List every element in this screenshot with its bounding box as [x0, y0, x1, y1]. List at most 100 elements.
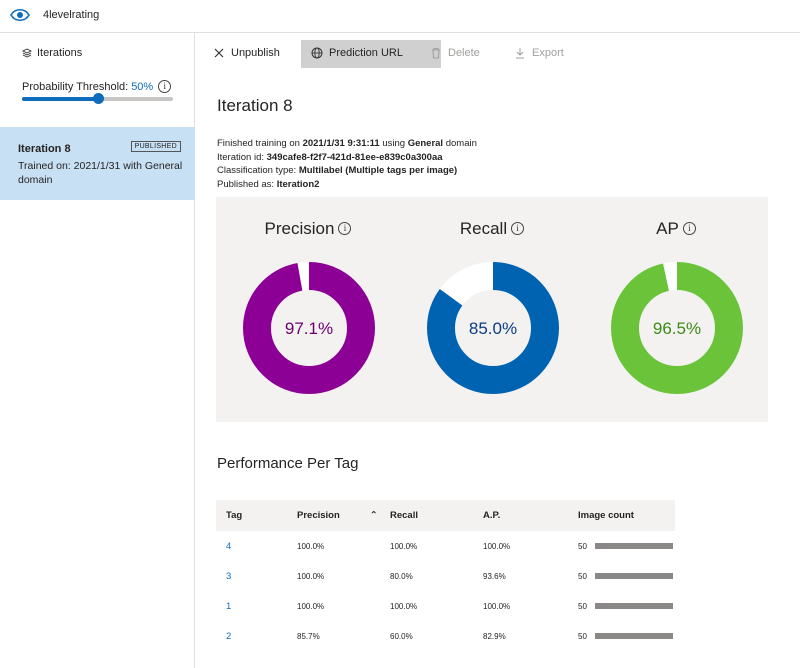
prediction-url-label: Prediction URL	[329, 47, 403, 59]
table-row: 1 100.0% 100.0% 100.0% 50	[216, 591, 675, 621]
close-icon	[214, 48, 224, 58]
unpublish-button[interactable]: Unpublish	[213, 47, 280, 59]
donut-value: 96.5%	[653, 319, 701, 338]
iteration-description: Trained on: 2021/1/31 with General domai…	[18, 160, 183, 186]
threshold-label-row: Probability Threshold: 50% i	[22, 80, 172, 93]
performance-title: Performance Per Tag	[217, 455, 359, 472]
performance-table: Tag Precision ⌃ Recall A.P. Image count 4…	[216, 500, 675, 651]
slider-fill	[22, 97, 98, 101]
classification-line: Classification type: Multilabel (Multipl…	[217, 164, 477, 178]
finished-line: Finished training on 2021/1/31 9:31:11 u…	[217, 137, 477, 151]
table-header-row: Tag Precision ⌃ Recall A.P. Image count	[216, 500, 675, 531]
delete-label: Delete	[448, 47, 480, 59]
tag-cell[interactable]: 2	[226, 630, 232, 642]
image-count-cell: 50	[568, 531, 675, 561]
metric-title: AP i	[584, 219, 768, 239]
tag-cell[interactable]: 1	[226, 600, 232, 612]
finished-suffix: domain	[443, 138, 477, 149]
image-count-cell: 50	[568, 591, 675, 621]
image-count-bar	[594, 633, 673, 640]
header-precision[interactable]: Precision ⌃	[287, 500, 380, 531]
metric-title-text: AP	[656, 219, 679, 238]
slider-thumb[interactable]	[92, 93, 104, 104]
precision-cell: 100.0%	[297, 601, 325, 611]
donut-value: 97.1%	[285, 319, 333, 338]
iteration-id-line: Iteration id: 349cafe8-f2f7-421d-81ee-e8…	[217, 151, 477, 165]
metric-title: Recall i	[400, 219, 584, 239]
iteration-id-label: Iteration id:	[217, 151, 267, 163]
donut-arc	[243, 262, 375, 394]
metric-title: Precision i	[216, 219, 400, 239]
export-label: Export	[532, 47, 564, 59]
published-badge: PUBLISHED	[130, 141, 181, 152]
eye-icon[interactable]	[10, 6, 30, 24]
published-line: Published as: Iteration2	[217, 178, 477, 192]
ap-cell: 100.0%	[483, 541, 511, 551]
image-count-bar	[594, 603, 673, 610]
download-icon	[516, 48, 524, 59]
published-label: Published as:	[217, 178, 277, 190]
unpublish-label: Unpublish	[231, 47, 280, 59]
threshold-label: Probability Threshold:	[22, 80, 129, 93]
trash-icon	[432, 48, 440, 59]
ap-donut: 96.5%	[611, 262, 743, 394]
header-image-count[interactable]: Image count	[568, 500, 675, 531]
precision-metric: Precision i 97.1%	[216, 197, 400, 422]
recall-cell: 100.0%	[390, 601, 418, 611]
tag-cell[interactable]: 3	[226, 570, 232, 582]
project-name[interactable]: 4levelrating	[43, 9, 100, 21]
recall-cell: 80.0%	[390, 571, 413, 581]
precision-cell: 85.7%	[297, 631, 320, 641]
header-precision-label: Precision	[297, 510, 340, 521]
header-recall[interactable]: Recall	[380, 500, 473, 531]
image-count-cell: 50	[568, 561, 675, 591]
tag-cell[interactable]: 4	[226, 540, 232, 552]
image-count-cell: 50	[568, 621, 675, 651]
iteration-id: 349cafe8-f2f7-421d-81ee-e839c0a300aa	[266, 151, 443, 163]
delete-button[interactable]: Delete	[430, 47, 480, 59]
header-ap[interactable]: A.P.	[473, 500, 568, 531]
donut-arc	[611, 262, 743, 394]
sort-up-icon: ⌃	[369, 510, 378, 521]
info-icon[interactable]: i	[682, 222, 696, 236]
donut-arc	[427, 262, 559, 394]
export-button[interactable]: Export	[514, 47, 564, 59]
ap-metric: AP i 96.5%	[584, 197, 768, 422]
layers-icon	[22, 48, 32, 58]
tooltip	[301, 40, 441, 68]
top-bar: 4levelrating	[0, 0, 800, 33]
precision-cell: 100.0%	[297, 571, 325, 581]
info-icon[interactable]: i	[338, 222, 352, 236]
donut-value: 85.0%	[469, 319, 517, 338]
prediction-url-button[interactable]: Prediction URL	[311, 47, 403, 59]
recall-donut: 85.0%	[427, 262, 559, 394]
iteration-card[interactable]: Iteration 8 PUBLISHED Trained on: 2021/1…	[0, 127, 195, 200]
metric-title-text: Recall	[459, 219, 508, 238]
image-count-bar	[594, 573, 673, 580]
classification-value: Multilabel (Multiple tags per image)	[298, 165, 458, 176]
header-tag[interactable]: Tag	[216, 500, 287, 531]
image-count-value: 50	[578, 631, 587, 641]
iterations-header-label: Iterations	[37, 47, 83, 59]
published-value: Iteration2	[276, 178, 320, 190]
ap-cell: 100.0%	[483, 601, 511, 611]
table-row: 3 100.0% 80.0% 93.6% 50	[216, 561, 675, 591]
image-count-value: 50	[578, 601, 587, 611]
image-count-value: 50	[578, 571, 587, 581]
table-row: 4 100.0% 100.0% 100.0% 50	[216, 531, 675, 561]
globe-icon	[311, 47, 323, 59]
finished-domain: General	[407, 138, 444, 149]
metrics-panel: Precision i 97.1% Recall i 85.0% AP i 96.5%	[216, 197, 768, 422]
image-count-bar	[594, 543, 673, 550]
precision-cell: 100.0%	[297, 541, 325, 551]
iterations-header: Iterations	[22, 47, 82, 59]
info-icon[interactable]: i	[158, 80, 172, 93]
ap-cell: 82.9%	[483, 631, 506, 641]
threshold-slider[interactable]	[22, 93, 173, 104]
image-count-value: 50	[578, 541, 587, 551]
toolbar: Unpublish Prediction URL Delete Export	[196, 33, 800, 73]
info-icon[interactable]: i	[511, 222, 525, 236]
iteration-name: Iteration 8	[18, 143, 71, 155]
finished-prefix: Finished training on	[217, 138, 303, 149]
finished-mid: using	[379, 138, 408, 149]
